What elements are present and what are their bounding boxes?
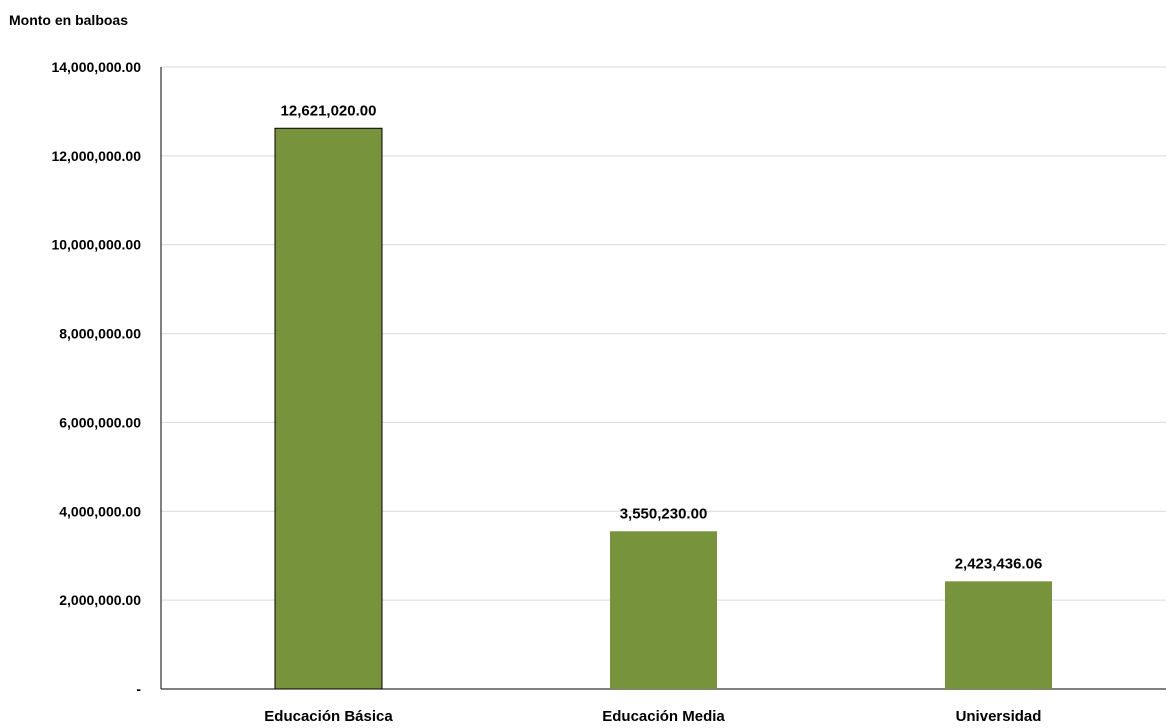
y-tick-label: 10,000,000.00	[51, 237, 141, 253]
data-label: 12,621,020.00	[281, 102, 377, 119]
bar	[945, 581, 1052, 689]
y-tick-label: -	[136, 681, 141, 697]
y-tick-label: 14,000,000.00	[51, 59, 141, 75]
y-tick-label: 6,000,000.00	[59, 414, 141, 430]
y-tick-label: 12,000,000.00	[51, 148, 141, 164]
bar	[610, 531, 717, 689]
y-tick-label: 4,000,000.00	[59, 503, 141, 519]
data-label: 3,550,230.00	[620, 505, 708, 522]
y-axis-title: Monto en balboas	[9, 12, 128, 28]
y-tick-label: 2,000,000.00	[59, 592, 141, 608]
bar	[274, 127, 383, 690]
data-label: 2,423,436.06	[955, 555, 1043, 572]
x-tick-label: Educación Media	[602, 708, 725, 725]
y-tick-label: 8,000,000.00	[59, 326, 141, 342]
x-tick-label: Universidad	[956, 708, 1042, 725]
x-tick-label: Educación Básica	[264, 708, 393, 725]
